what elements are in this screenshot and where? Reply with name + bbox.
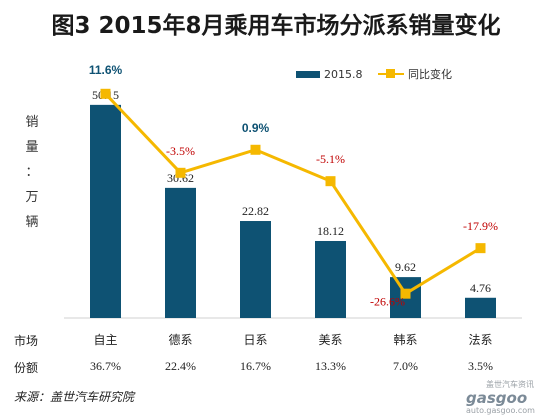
legend: 2015.8 同比变化 — [296, 66, 464, 84]
legend-item-bar: 2015.8 — [296, 68, 363, 81]
watermark-cn: 盖世汽车资讯 — [486, 380, 534, 389]
share-value: 7.0% — [393, 359, 418, 373]
legend-bar-swatch — [296, 70, 320, 78]
share-value: 22.4% — [165, 359, 196, 373]
line-series — [104, 92, 482, 296]
bar-value-label: 9.62 — [395, 260, 416, 274]
legend-line-swatch — [378, 68, 404, 80]
line-value-label: 0.9% — [242, 121, 270, 135]
watermark: 盖世汽车资讯 gasgoo auto.gasgoo.com — [466, 380, 548, 415]
legend-bar-label: 2015.8 — [324, 67, 363, 81]
chart-title: 图3 2015年8月乘用车市场分派系销量变化 — [51, 13, 501, 39]
category-label: 自主 — [93, 333, 117, 347]
line-point-marker — [475, 243, 486, 254]
line-value-label: -26.6% — [370, 295, 405, 309]
bar — [465, 297, 496, 318]
category-label: 德系 — [168, 332, 192, 347]
y-axis-label-char: 辆 — [25, 215, 39, 230]
line-value-label: -5.1% — [316, 152, 345, 166]
y-axis-label-char: 万 — [25, 190, 39, 205]
share-value: 13.3% — [315, 359, 346, 373]
line-point-marker — [400, 288, 411, 299]
y-axis-label-char: 销 — [25, 115, 39, 130]
watermark-brand: gasgoo — [466, 389, 528, 407]
line-value-label: -3.5% — [166, 144, 195, 158]
legend-item-line: 同比变化 — [378, 66, 452, 82]
y-axis-label-char: ： — [25, 165, 39, 180]
bar-value-label: 30.62 — [167, 171, 194, 185]
share-value: 3.5% — [468, 359, 493, 373]
bar-value-label: 22.82 — [242, 204, 269, 218]
bar — [165, 187, 196, 318]
category-label: 美系 — [318, 333, 342, 347]
bar — [315, 240, 346, 318]
bar-value-label: 4.76 — [470, 281, 491, 295]
source-note: 来源：盖世汽车研究院 — [14, 390, 135, 404]
bar — [240, 221, 271, 318]
bar-value-label: 18.12 — [317, 224, 344, 238]
category-label: 日系 — [243, 333, 267, 347]
line-point-marker — [175, 167, 186, 178]
y-axis-label: 销 量 ： 万 辆 — [22, 110, 42, 235]
line-point-marker — [100, 88, 111, 99]
share-value: 16.7% — [240, 359, 271, 373]
row-label-share: 份额 — [14, 361, 39, 375]
category-label: 法系 — [468, 333, 492, 347]
legend-line-label: 同比变化 — [408, 68, 452, 81]
y-axis-label-char: 量 — [25, 140, 39, 155]
row-label-market: 市场 — [14, 334, 39, 348]
watermark-site: auto.gasgoo.com — [466, 406, 535, 415]
line-point-marker — [325, 176, 336, 187]
line-point-marker — [250, 144, 261, 155]
bar — [90, 104, 121, 318]
line-value-label: 11.6% — [89, 63, 123, 77]
category-label: 韩系 — [393, 332, 417, 347]
share-value: 36.7% — [90, 359, 121, 373]
line-value-label: -17.9% — [463, 219, 498, 233]
